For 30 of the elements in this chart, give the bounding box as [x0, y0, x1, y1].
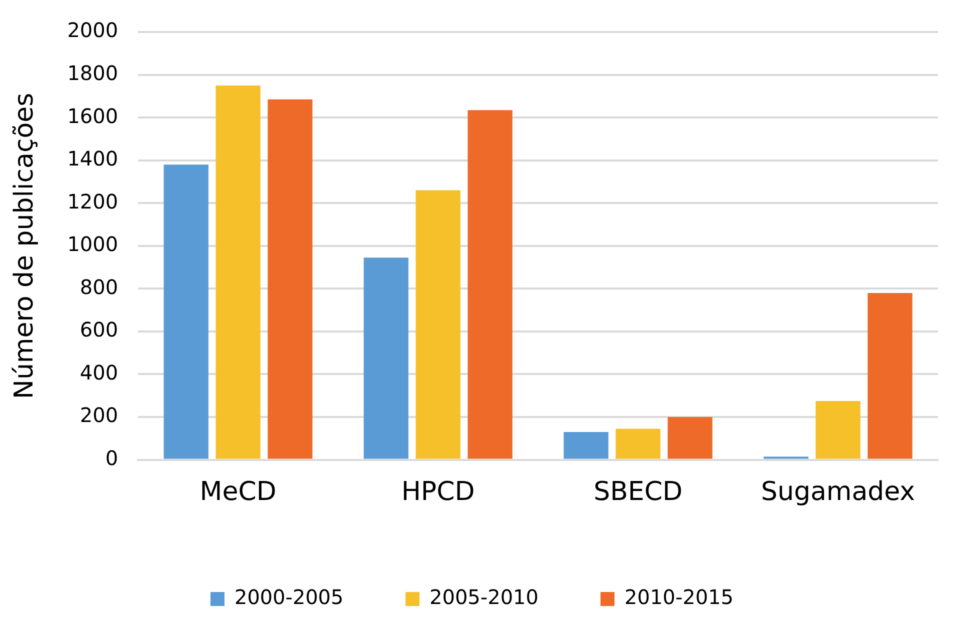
bar: [564, 432, 608, 459]
y-tick-label: 1200: [67, 189, 118, 214]
y-tick-label: 600: [80, 318, 118, 342]
y-tick-label: 400: [80, 360, 118, 384]
legend-label: 2010-2015: [624, 585, 734, 610]
y-tick-label: 1000: [67, 232, 118, 256]
bar: [868, 292, 912, 459]
legend-label: 2000-2005: [234, 585, 344, 610]
y-tick-label: 2000: [67, 18, 118, 42]
y-tick-label: 200: [80, 403, 118, 428]
y-tick-label: 1600: [67, 104, 118, 128]
y-tick-label: 1400: [67, 146, 118, 171]
bar: [616, 428, 660, 459]
bar: [816, 400, 860, 459]
bar: [416, 190, 460, 459]
legend-label: 2005-2010: [429, 585, 539, 610]
y-tick-label: 1800: [67, 60, 118, 85]
y-axis-title: Número de publicações: [9, 92, 40, 400]
x-tick-label: Sugamadex: [760, 477, 916, 508]
x-tick-label: MeCD: [200, 477, 276, 508]
y-tick-label: 800: [80, 274, 118, 299]
x-tick-label: HPCD: [401, 477, 475, 508]
y-tick-label: 0: [105, 446, 118, 470]
bar: [468, 110, 512, 459]
bar: [216, 85, 260, 459]
x-tick-label: SBECD: [594, 477, 683, 508]
bar: [164, 164, 208, 459]
bar: [668, 417, 712, 459]
bar: [268, 99, 312, 459]
bar: [364, 258, 408, 459]
